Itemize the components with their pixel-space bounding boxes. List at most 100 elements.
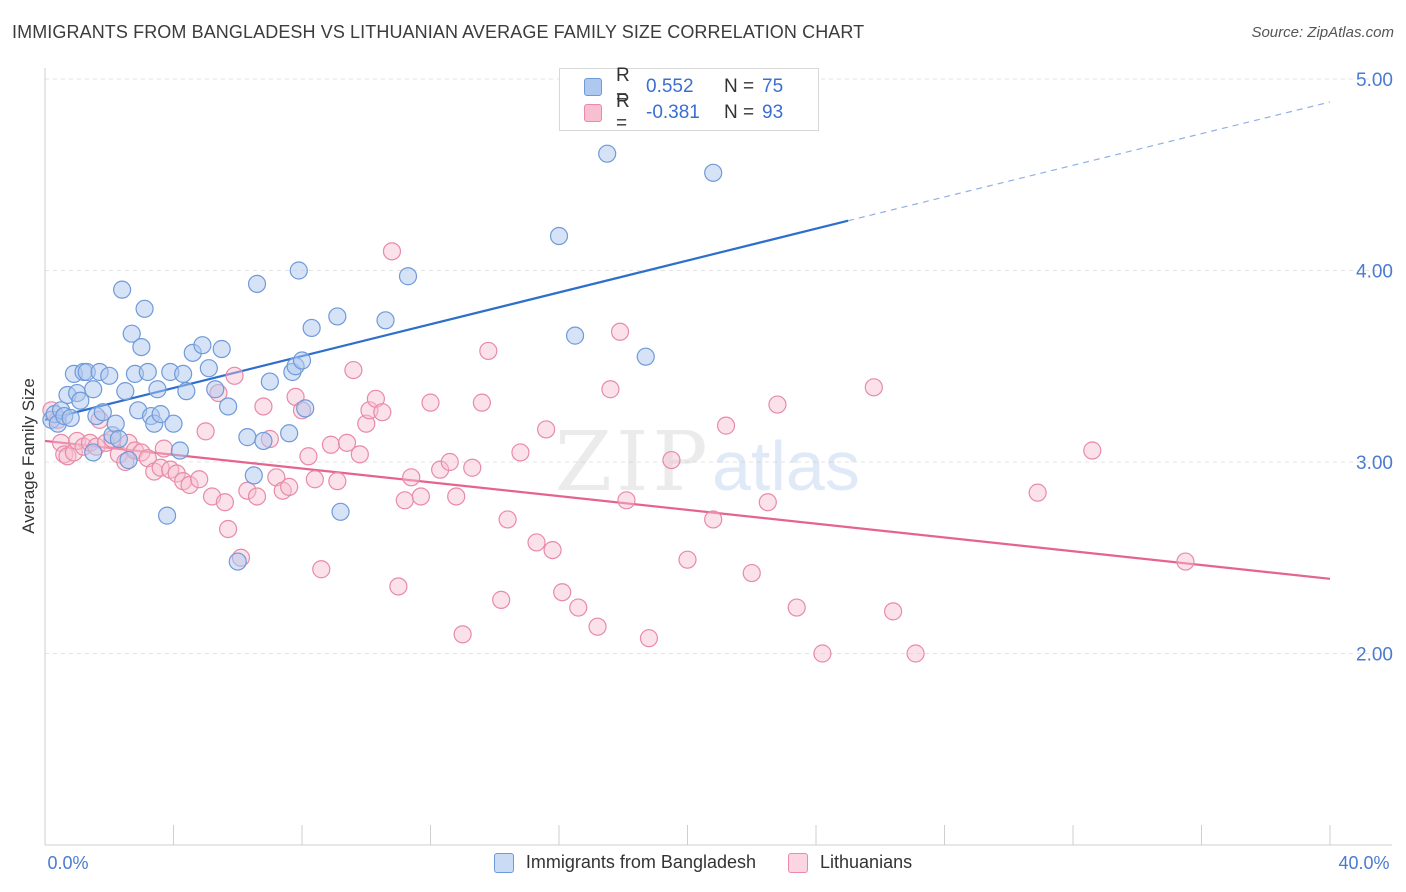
point-lithuanians (190, 470, 209, 489)
n-value: 93 (762, 102, 784, 123)
point-lithuanians (588, 617, 607, 636)
point-bangladesh (71, 391, 90, 410)
point-lithuanians (382, 242, 402, 261)
point-lithuanians (1083, 441, 1102, 460)
point-lithuanians (1176, 552, 1195, 571)
point-lithuanians (864, 378, 883, 397)
point-lithuanians (553, 583, 572, 602)
stats-row-lithuanians: R = -0.381 N = 93 (584, 91, 784, 134)
point-lithuanians (280, 477, 299, 496)
y-tick-label: 2.00 (1356, 645, 1393, 666)
point-lithuanians (617, 491, 636, 510)
point-bangladesh (219, 397, 238, 416)
point-lithuanians (357, 414, 376, 433)
point-bangladesh (174, 364, 193, 384)
point-bangladesh (254, 431, 273, 451)
point-bangladesh (119, 450, 138, 470)
point-lithuanians (350, 445, 369, 464)
point-bangladesh (164, 414, 183, 433)
point-lithuanians (219, 519, 238, 539)
point-lithuanians (492, 590, 511, 609)
point-lithuanians (704, 510, 723, 529)
point-lithuanians (768, 395, 787, 414)
point-lithuanians (312, 560, 331, 579)
point-bangladesh (122, 324, 141, 343)
point-bangladesh (328, 307, 347, 326)
point-bangladesh (598, 144, 617, 163)
point-bangladesh (109, 429, 128, 449)
r-value: 0.552 (646, 76, 694, 97)
y-tick-label: 3.00 (1356, 453, 1393, 474)
x-tick-label-max: 40.0% (1338, 853, 1389, 873)
point-bangladesh (157, 506, 177, 525)
point-lithuanians (247, 487, 267, 506)
point-lithuanians (299, 447, 318, 466)
r-label: R = (616, 65, 630, 108)
swatch-bangladesh (584, 78, 602, 96)
point-lithuanians (421, 393, 440, 412)
point-lithuanians (537, 420, 556, 439)
point-bangladesh (376, 311, 395, 330)
point-lithuanians (337, 433, 357, 452)
point-bangladesh (138, 362, 157, 382)
watermark: ZIP atlas (555, 415, 860, 510)
point-bangladesh (549, 226, 569, 246)
n-value: 75 (762, 76, 784, 97)
point-bangladesh (93, 403, 112, 422)
point-lithuanians (813, 644, 832, 663)
point-lithuanians (569, 598, 588, 617)
point-lithuanians (543, 540, 562, 560)
r-value: -0.381 (646, 102, 700, 123)
point-lithuanians (321, 435, 341, 454)
point-bangladesh (84, 380, 103, 399)
point-lithuanians (742, 563, 761, 583)
point-bangladesh (151, 405, 170, 424)
r-label: R = (616, 91, 630, 134)
point-bangladesh (148, 380, 167, 399)
point-lithuanians (472, 393, 491, 412)
series-bangladesh-points (42, 144, 723, 571)
legend-item-lithuanians[interactable]: Lithuanians (788, 852, 912, 873)
point-lithuanians (1028, 483, 1047, 502)
point-lithuanians (254, 397, 273, 416)
point-lithuanians (463, 458, 482, 477)
grid-lines (45, 78, 1392, 654)
point-bangladesh (565, 326, 585, 345)
swatch-lithuanians (584, 104, 602, 122)
point-lithuanians (716, 416, 736, 435)
point-lithuanians (479, 341, 498, 361)
point-lithuanians (328, 472, 347, 491)
point-lithuanians (411, 487, 430, 506)
x-tick-label-min: 0.0% (47, 853, 88, 873)
point-lithuanians (373, 403, 392, 422)
point-lithuanians (678, 550, 697, 569)
point-bangladesh (331, 502, 350, 521)
point-bangladesh (177, 382, 196, 401)
trend-line-bangladesh-extension (847, 101, 1331, 222)
point-bangladesh (289, 261, 308, 280)
trend-line-lithuanians (44, 439, 1331, 580)
point-bangladesh (247, 274, 267, 294)
chart-title: IMMIGRANTS FROM BANGLADESH VS LITHUANIAN… (12, 22, 865, 42)
axes (44, 68, 1392, 846)
watermark-atlas: atlas (712, 427, 860, 505)
point-lithuanians (225, 366, 244, 385)
source-label: Source: ZipAtlas.com (1251, 24, 1394, 41)
point-bangladesh (292, 351, 312, 370)
point-lithuanians (238, 481, 257, 500)
point-lithuanians (610, 322, 630, 341)
legend-swatch-lithuanians (788, 852, 809, 873)
point-bangladesh (193, 336, 212, 355)
stats-row-bangladesh: R = 0.552 N = 75 (584, 65, 784, 108)
point-lithuanians (758, 493, 777, 512)
point-lithuanians (906, 644, 925, 663)
point-bangladesh (280, 424, 299, 443)
point-lithuanians (883, 602, 903, 621)
point-lithuanians (447, 487, 466, 506)
legend-label-lithuanians: Lithuanians (820, 852, 913, 872)
point-lithuanians (511, 443, 530, 462)
y-tick-label: 4.00 (1356, 262, 1393, 283)
point-bangladesh (132, 338, 151, 357)
point-bangladesh (260, 372, 279, 391)
legend-item-bangladesh[interactable]: Immigrants from Bangladesh (493, 852, 756, 873)
